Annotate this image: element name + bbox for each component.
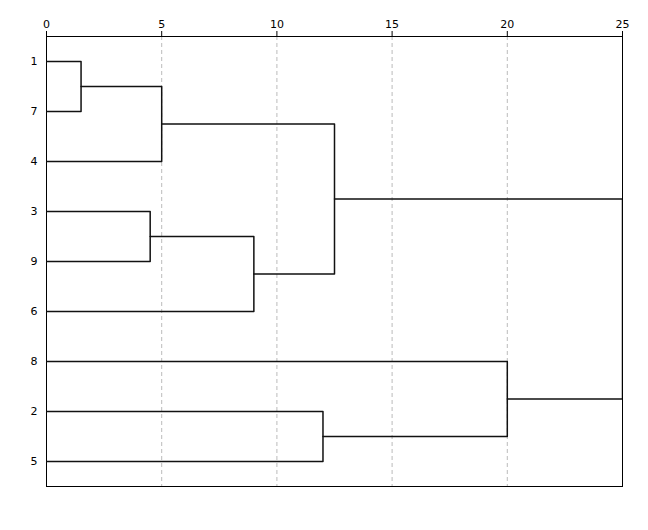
- svg-text:5: 5: [31, 455, 38, 468]
- svg-text:15: 15: [385, 18, 399, 31]
- svg-text:7: 7: [31, 105, 38, 118]
- svg-text:3: 3: [31, 205, 38, 218]
- svg-text:6: 6: [31, 305, 38, 318]
- svg-text:9: 9: [31, 255, 38, 268]
- svg-text:25: 25: [616, 18, 630, 31]
- svg-text:1: 1: [31, 55, 38, 68]
- svg-text:2: 2: [31, 405, 38, 418]
- svg-text:10: 10: [270, 18, 284, 31]
- svg-text:8: 8: [31, 355, 38, 368]
- svg-text:4: 4: [31, 155, 38, 168]
- svg-text:0: 0: [43, 18, 50, 31]
- svg-text:5: 5: [158, 18, 165, 31]
- svg-text:20: 20: [500, 18, 514, 31]
